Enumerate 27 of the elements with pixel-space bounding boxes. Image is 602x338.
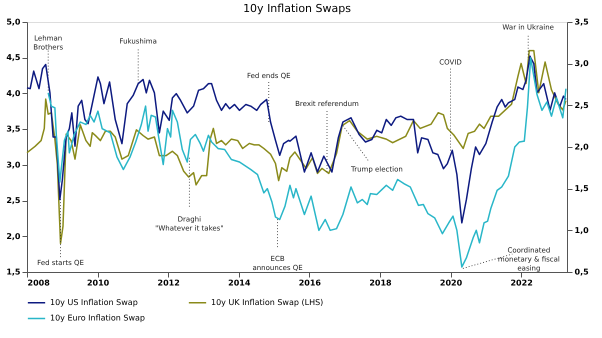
y-tick-label: 5,0: [6, 18, 21, 26]
x-tick-label: 2014: [228, 278, 251, 288]
y-tick-label: 2,0: [6, 232, 21, 241]
y-tick-label: 2,5: [6, 196, 21, 206]
y2-tick-label: 2,5: [574, 100, 590, 110]
y-tick-label: 4,5: [6, 53, 21, 62]
x-tick-label: 2016: [298, 278, 322, 288]
y-tick-label: 1,5: [6, 268, 21, 276]
y-tick-label: 4,0: [6, 88, 21, 98]
y2-tick-label: 1,0: [574, 226, 590, 235]
y2-tick-label: 2,0: [574, 142, 590, 152]
x-tick-label: 2012: [158, 278, 180, 288]
y2-tick-label: 0,5: [574, 268, 590, 276]
y2-tick-label: 1,5: [574, 184, 590, 194]
legend-label: 10y UK Inflation Swap (LHS): [211, 298, 324, 307]
y2-tick-label: 3,0: [574, 59, 590, 68]
x-tick-label: 2020: [440, 278, 463, 288]
y-tick-label: 3,0: [6, 160, 21, 170]
y-tick-label: 3,5: [6, 124, 21, 134]
legend-label: 10y US Inflation Swap: [50, 298, 138, 307]
x-tick-label: 2022: [510, 278, 533, 288]
legend-label: 10y Euro Inflation Swap: [50, 314, 145, 322]
y2-tick-label: 3,5: [574, 18, 590, 26]
x-tick-label: 2008: [28, 278, 50, 288]
x-tick-label: 2018: [369, 278, 392, 288]
chart-title: 10y Inflation Swaps: [243, 2, 352, 15]
x-tick-label: 2010: [86, 278, 110, 288]
